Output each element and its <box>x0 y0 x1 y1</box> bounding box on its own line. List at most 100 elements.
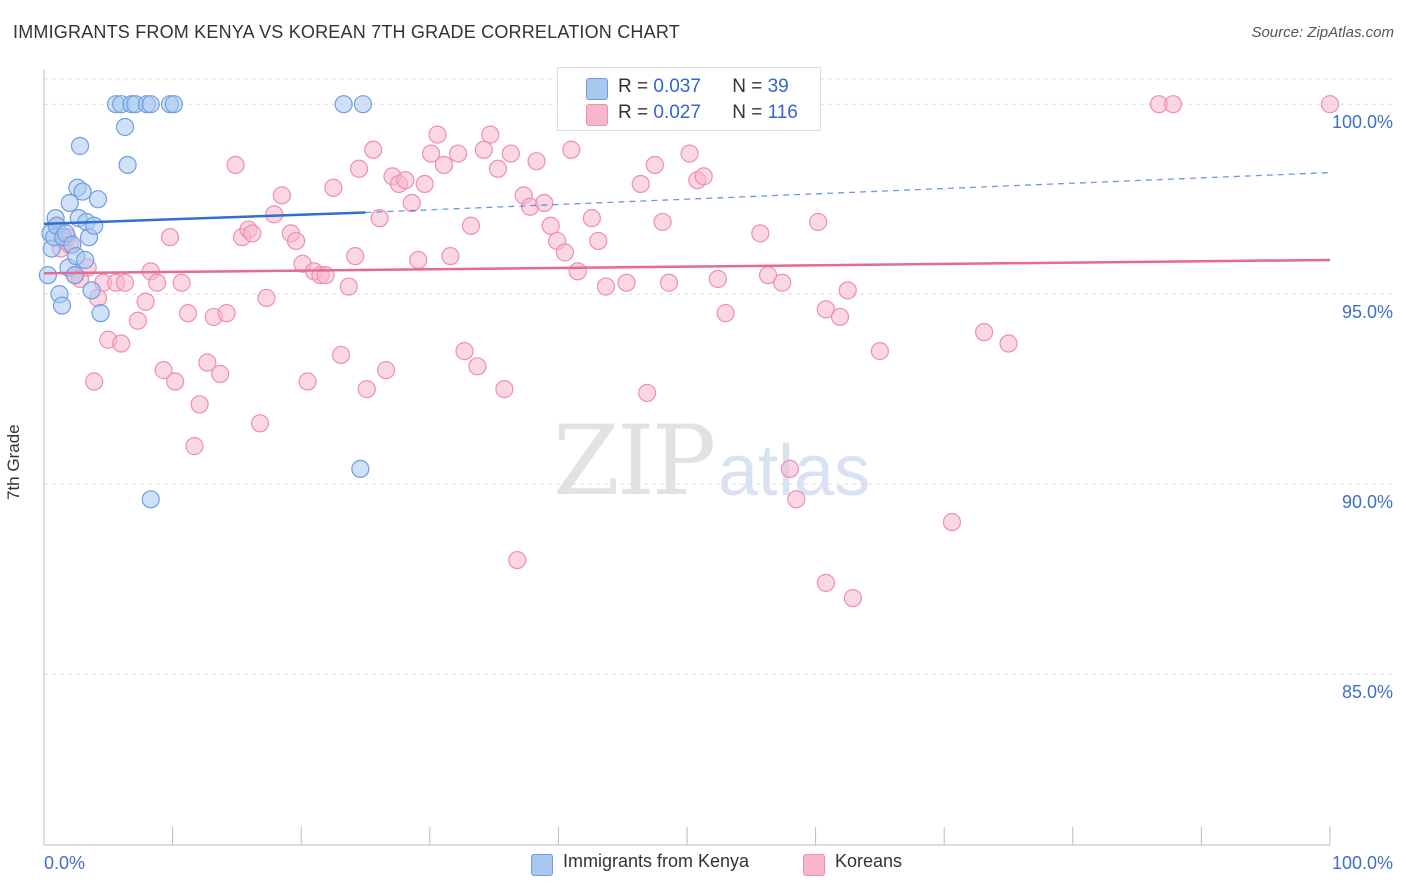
korean-n-value: 116 <box>767 102 798 123</box>
korean-point <box>226 155 245 175</box>
kenya-point <box>38 266 57 285</box>
korean-trend-line <box>43 258 1331 275</box>
korean-point <box>474 140 493 159</box>
korean-point <box>339 277 358 296</box>
source-credit: Source: ZipAtlas.com <box>1251 24 1394 41</box>
korean-point <box>816 573 835 592</box>
korean-point <box>257 288 276 308</box>
kenya-bottom-label: Immigrants from Kenya <box>563 851 750 871</box>
kenya-n-label: N = <box>732 76 768 97</box>
kenya-point <box>70 136 90 156</box>
korean-point <box>870 342 890 361</box>
kenya-trend-line <box>43 211 366 226</box>
korean-point <box>481 125 500 144</box>
kenya-point <box>351 459 370 478</box>
kenya-point <box>88 190 108 209</box>
korean-bottom-swatch <box>803 854 825 876</box>
kenya-point <box>76 250 95 270</box>
korean-point <box>816 300 835 319</box>
kenya-point <box>91 304 110 323</box>
korean-point <box>809 212 828 232</box>
korean-point <box>115 273 135 292</box>
korean-point <box>659 273 679 292</box>
korean-point <box>541 216 560 235</box>
korean-point <box>154 361 173 380</box>
korean-point <box>830 307 850 327</box>
korean-point <box>773 273 792 292</box>
korean-point <box>112 334 131 353</box>
y-tick-label: 100.0% <box>1332 112 1393 132</box>
kenya-point <box>353 95 373 114</box>
kenya-points <box>38 95 373 509</box>
korean-point <box>346 247 365 266</box>
y-tick-label: 85.0% <box>1342 682 1393 702</box>
korean-point <box>708 269 727 289</box>
korean-point <box>631 174 650 194</box>
korean-point <box>999 334 1018 353</box>
korean-point <box>434 155 454 175</box>
kenya-bottom-swatch <box>531 854 553 876</box>
korean-point <box>680 144 699 163</box>
korean-point <box>198 353 217 372</box>
korean-point <box>780 459 799 478</box>
kenya-r-value: 0.037 <box>653 76 701 97</box>
korean-point <box>166 372 185 391</box>
korean-point <box>148 273 167 292</box>
kenya-n-value: 39 <box>767 76 789 97</box>
korean-point <box>190 395 209 414</box>
kenya-point <box>73 182 92 201</box>
korean-point <box>357 380 376 399</box>
kenya-point <box>118 155 137 175</box>
kenya-point <box>141 95 160 114</box>
korean-bottom-label: Koreans <box>835 851 903 871</box>
korean-point <box>568 262 587 281</box>
korean-point <box>942 512 962 532</box>
korean-point <box>653 212 672 232</box>
korean-point <box>694 167 713 186</box>
korean-point <box>421 144 441 163</box>
korean-points <box>47 95 1340 608</box>
korean-point <box>172 273 191 292</box>
korean-point <box>555 243 574 262</box>
korean-point <box>596 277 616 296</box>
korean-point <box>468 357 487 376</box>
x-tick-label-end: 100.0% <box>1332 853 1393 873</box>
kenya-trend-extension <box>365 171 1331 214</box>
korean-point <box>272 186 292 205</box>
correlation-legend: R = 0.037 N = 39 R = 0.027 N = 116 <box>557 67 821 131</box>
korean-point <box>349 159 369 178</box>
korean-point <box>415 174 434 194</box>
kenya-point <box>65 266 84 285</box>
korean-point <box>495 380 514 399</box>
tick-labels: 85.0% 90.0% 95.0% 100.0% 0.0% 100.0% <box>44 112 1393 873</box>
korean-point <box>589 231 608 251</box>
trend-lines <box>43 171 1331 275</box>
korean-point <box>376 361 396 380</box>
korean-point <box>250 414 270 433</box>
korean-point <box>370 209 389 228</box>
korean-point <box>527 152 546 171</box>
korean-point <box>562 140 581 159</box>
watermark-zip: ZIP <box>553 405 716 517</box>
kenya-r-label: R = <box>618 76 654 97</box>
korean-point <box>136 292 155 311</box>
korean-point <box>838 281 857 300</box>
korean-point <box>501 144 520 163</box>
korean-point <box>160 228 180 247</box>
korean-point <box>582 209 601 228</box>
korean-point <box>535 193 554 213</box>
kenya-point <box>60 193 79 213</box>
korean-point <box>1320 95 1340 114</box>
korean-point <box>128 311 147 330</box>
korean-point <box>409 250 428 270</box>
grid-lines <box>44 78 1394 675</box>
korean-point <box>461 216 481 235</box>
korean-point <box>638 383 657 403</box>
korean-point <box>324 178 343 197</box>
korean-point <box>211 364 230 384</box>
korean-n-label: N = <box>732 102 768 123</box>
korean-point <box>455 342 474 361</box>
y-tick-label: 90.0% <box>1342 492 1393 512</box>
kenya-point <box>115 117 135 137</box>
